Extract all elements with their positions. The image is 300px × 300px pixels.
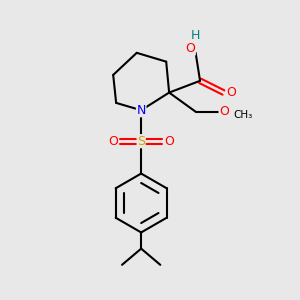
Text: N: N	[136, 104, 146, 117]
Text: O: O	[109, 135, 118, 148]
Text: O: O	[164, 135, 174, 148]
Text: O: O	[219, 105, 229, 118]
Text: O: O	[226, 86, 236, 99]
Text: O: O	[185, 42, 195, 55]
Text: S: S	[137, 135, 145, 148]
Text: CH₃: CH₃	[233, 110, 252, 120]
Text: H: H	[190, 29, 200, 42]
